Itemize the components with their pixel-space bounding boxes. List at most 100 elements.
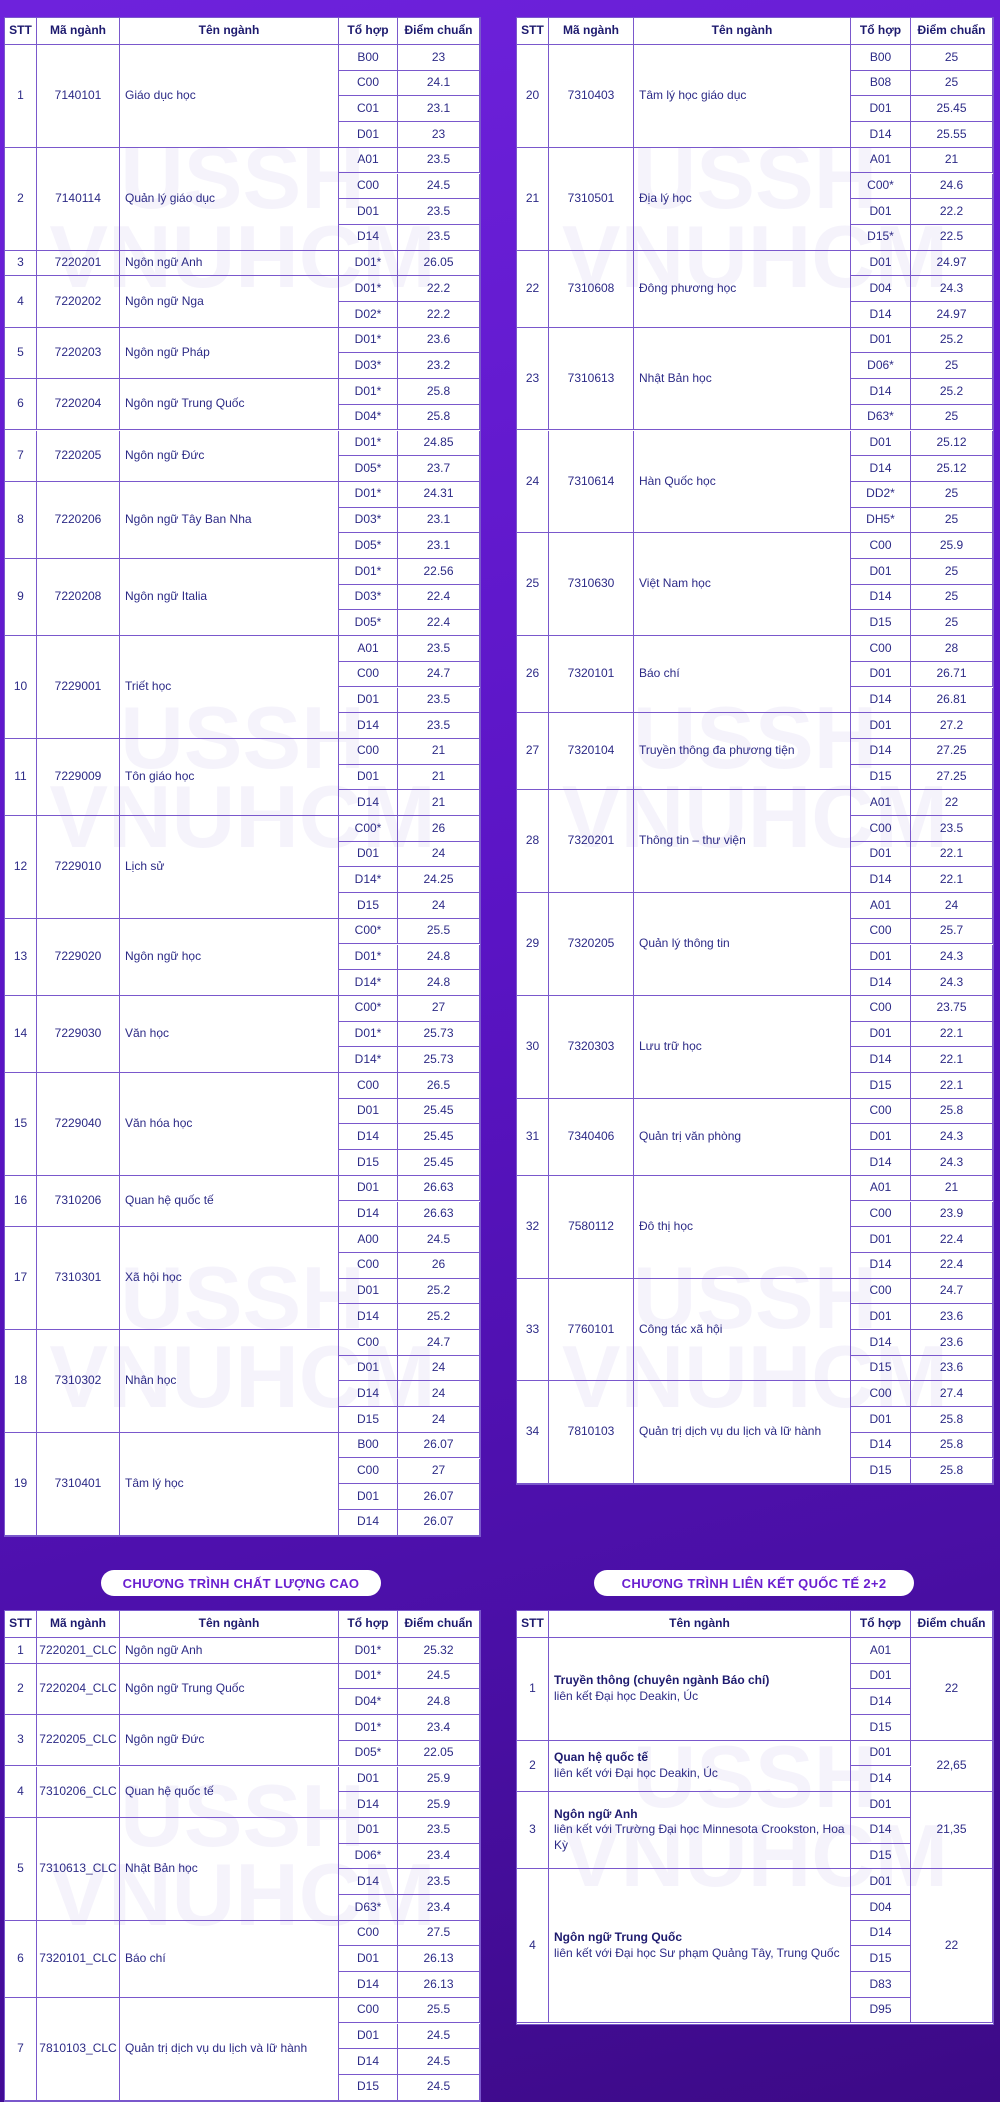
name-cell: Tâm lý học giáo dục: [634, 45, 851, 148]
header-cell: Điểm chuẩn: [398, 18, 480, 45]
name-cell: Báo chí: [634, 636, 851, 714]
combo-cell: DD2*: [851, 481, 911, 508]
score-cell: 23.5: [398, 147, 480, 174]
combo-cell: B00: [339, 45, 398, 71]
combo-cell: D05*: [339, 1740, 398, 1767]
combo-cell: D01: [851, 430, 911, 457]
combo-cell: D95: [851, 1997, 911, 2024]
name-cell: Quan hệ quốc tế liên kết với Đại học Deak…: [549, 1740, 851, 1793]
header-cell: Tổ hợp: [339, 18, 398, 45]
combo-cell: D14: [339, 713, 398, 739]
combo-cell: D01: [851, 1227, 911, 1253]
stt-cell: 15: [5, 1073, 37, 1176]
code-cell: 7310613_CLC: [37, 1817, 120, 1921]
stt-cell: 3: [517, 1792, 549, 1870]
score-cell: 24.85: [398, 430, 480, 457]
score-cell: 25.12: [911, 456, 993, 482]
name-cell: Ngôn ngữ học: [120, 918, 339, 996]
code-cell: 7310206_CLC: [37, 1766, 120, 1818]
combo-cell: C00*: [339, 995, 398, 1022]
partner: liên kết với Trường Đại học Minnesota Cr…: [554, 1822, 845, 1853]
stt-cell: 5: [5, 327, 37, 380]
stt-cell: 22: [517, 250, 549, 328]
score-cell: 23.2: [398, 353, 480, 380]
header-cell: STT: [517, 18, 549, 45]
stt-cell: 13: [5, 918, 37, 996]
code-cell: 7310501: [549, 147, 634, 251]
score-cell: 25: [911, 353, 993, 380]
code-cell: 7310403: [549, 45, 634, 148]
score-cell: 25.12: [911, 430, 993, 457]
name-cell: Ngôn ngữ Italia: [120, 559, 339, 637]
score-cell: 28: [911, 636, 993, 662]
stt-cell: 9: [5, 559, 37, 637]
combo-cell: D15: [339, 1150, 398, 1176]
score-cell: 27.2: [911, 713, 993, 739]
combo-cell: D15: [339, 893, 398, 919]
combo-cell: D01*: [339, 559, 398, 585]
score-cell: 23.4: [398, 1715, 480, 1741]
name-cell: Ngôn ngữ Đức: [120, 430, 339, 482]
score-cell: 25.8: [398, 404, 480, 431]
combo-cell: A01: [851, 790, 911, 816]
combo-cell: D14: [851, 1920, 911, 1947]
code-cell: 7220205_CLC: [37, 1715, 120, 1767]
combo-cell: D03*: [339, 353, 398, 380]
score-cell: 21,35: [911, 1792, 993, 1870]
score-cell: 25.73: [398, 1047, 480, 1073]
score-cell: 25: [911, 610, 993, 637]
score-cell: 24.3: [911, 1150, 993, 1176]
score-cell: 25.8: [911, 1098, 993, 1125]
name-cell: Ngôn ngữ Nga: [120, 276, 339, 328]
combo-cell: C00: [339, 1920, 398, 1947]
score-cell: 22.05: [398, 1740, 480, 1767]
combo-cell: C01: [339, 96, 398, 123]
combo-cell: C00: [851, 1278, 911, 1305]
stt-cell: 8: [5, 481, 37, 559]
name-cell: Hàn Quốc học: [634, 430, 851, 534]
score-cell: 23.4: [398, 1843, 480, 1870]
score-cell: 25.2: [911, 327, 993, 354]
combo-cell: D14: [851, 456, 911, 482]
name-cell: Ngôn ngữ Anh: [120, 1638, 339, 1664]
stt-cell: 11: [5, 738, 37, 816]
score-cell: 21: [911, 147, 993, 174]
score-cell: 23.7: [398, 456, 480, 482]
combo-cell: D63*: [851, 404, 911, 431]
name-cell: Quản lý thông tin: [634, 893, 851, 996]
name-cell: Nhân học: [120, 1330, 339, 1433]
name-cell: Đông phương học: [634, 250, 851, 328]
stt-cell: 23: [517, 327, 549, 431]
code-cell: 7310630: [549, 533, 634, 637]
table: USSH VNUHCM USSH VNUHCM USSH VNUHCM STT Mã ngàn…: [516, 17, 994, 1486]
partner: liên kết với Đại học Deakin, Úc: [554, 1765, 718, 1780]
score-cell: 22.1: [911, 1047, 993, 1073]
name-cell: Công tác xã hội: [634, 1278, 851, 1382]
code-cell: 7220202: [37, 276, 120, 328]
score-cell: 23.1: [398, 533, 480, 559]
header-cell: STT: [517, 1611, 549, 1638]
combo-cell: B00: [851, 45, 911, 71]
stt-cell: 6: [5, 379, 37, 431]
stt-cell: 10: [5, 636, 37, 739]
name-cell: Ngôn ngữ Trung Quốc liên kết với Đại học …: [549, 1869, 851, 2024]
combo-cell: D01: [851, 1124, 911, 1151]
combo-cell: C00*: [339, 918, 398, 945]
combo-cell: D01*: [339, 250, 398, 277]
combo-cell: D01: [851, 944, 911, 971]
score-cell: 26.71: [911, 661, 993, 688]
combo-cell: D04: [851, 1895, 911, 1921]
name-cell: Ngôn ngữ Anh: [120, 250, 339, 277]
combo-cell: D04*: [339, 404, 398, 431]
combo-cell: D01: [851, 1869, 911, 1895]
combo-cell: D05*: [339, 456, 398, 482]
combo-cell: D63*: [339, 1895, 398, 1921]
name-cell: Xã hội học: [120, 1227, 339, 1330]
combo-cell: C00: [339, 70, 398, 97]
code-cell: 7229009: [37, 738, 120, 816]
score-cell: 26.07: [398, 1432, 480, 1459]
code-cell: 7140114: [37, 147, 120, 251]
combo-cell: C00: [851, 1201, 911, 1228]
combo-cell: D01: [339, 122, 398, 148]
major-name: Ngôn ngữ Anh: [554, 1806, 638, 1821]
